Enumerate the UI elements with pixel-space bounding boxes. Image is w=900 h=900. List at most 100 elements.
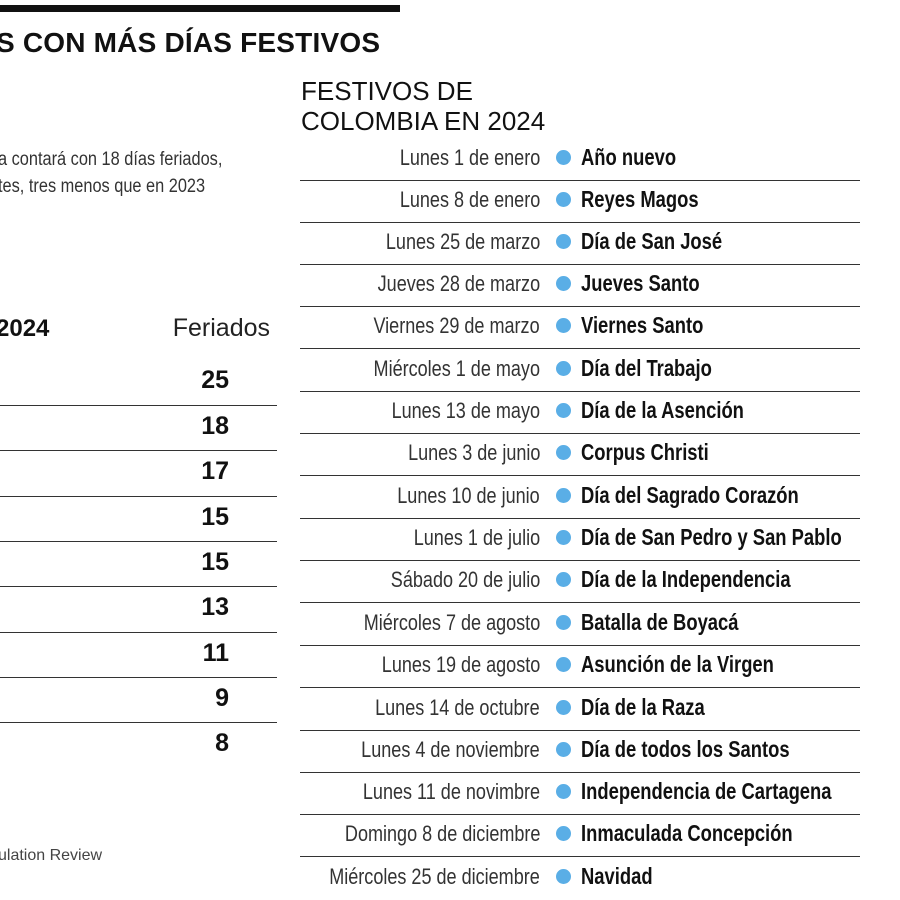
holiday-date: Domingo 8 de diciembre <box>344 821 540 846</box>
holiday-date: Lunes 1 de enero <box>399 145 540 170</box>
holiday-name: Día de San José <box>581 228 723 254</box>
holiday-date: Lunes 10 de junio <box>397 483 540 508</box>
holiday-date: Miércoles 1 de mayo <box>373 356 540 381</box>
bullet-dot-icon <box>556 742 571 757</box>
list-item: Lunes 3 de junio Corpus Christi <box>300 434 860 476</box>
list-item: Lunes 8 de enero Reyes Magos <box>300 181 860 223</box>
row-divider <box>300 517 860 519</box>
row-divider <box>300 601 860 603</box>
holiday-date: Lunes 11 de novimbre <box>362 779 540 804</box>
left-table-header-feriados: Feriados <box>172 314 270 342</box>
bullet-dot-icon <box>556 276 571 291</box>
holiday-name: Batalla de Boyacá <box>581 609 739 635</box>
feriados-value: 9 <box>215 684 229 712</box>
holiday-name: Viernes Santo <box>581 312 704 338</box>
holiday-name: Día de la Independencia <box>581 566 791 592</box>
row-divider <box>300 347 860 349</box>
source-note: ulation Review <box>0 847 103 864</box>
top-rule-bar <box>0 5 400 12</box>
row-divider <box>300 305 860 307</box>
bullet-dot-icon <box>556 488 571 503</box>
holiday-name: Corpus Christi <box>581 439 709 465</box>
holiday-name: Día de la Raza <box>581 694 705 720</box>
list-item: Lunes 14 de octubre Día de la Raza <box>300 689 860 731</box>
list-item: Lunes 13 de mayo Día de la Asención <box>300 392 860 434</box>
left-table-header-year: 2024 <box>0 315 50 342</box>
table-row: 11 <box>0 632 277 678</box>
holiday-date: Sábado 20 de julio <box>390 567 540 592</box>
list-item: Lunes 1 de enero Año nuevo <box>300 139 860 181</box>
row-divider <box>300 813 860 815</box>
list-item: Lunes 19 de agosto Asunción de la Virgen <box>300 646 860 688</box>
row-divider <box>300 263 860 265</box>
list-item: Miércoles 1 de mayo Día del Trabajo <box>300 350 860 392</box>
list-item: Viernes 29 de marzo Viernes Santo <box>300 307 860 349</box>
bullet-dot-icon <box>556 530 571 545</box>
row-divider <box>300 729 860 731</box>
list-item: Miércoles 25 de diciembre Navidad <box>300 858 860 900</box>
row-divider <box>300 221 860 223</box>
feriados-value: 25 <box>201 366 229 394</box>
holiday-date: Lunes 1 de julio <box>413 525 540 550</box>
bullet-dot-icon <box>556 318 571 333</box>
holiday-name: Día de todos los Santos <box>581 736 790 762</box>
bullet-dot-icon <box>556 615 571 630</box>
table-row: 25 <box>0 360 277 405</box>
list-item: Miércoles 7 de agosto Batalla de Boyacá <box>300 604 860 646</box>
list-item: Lunes 10 de junio Día del Sagrado Corazón <box>300 477 860 519</box>
bullet-dot-icon <box>556 784 571 799</box>
list-item: Lunes 4 de noviembre Día de todos los San… <box>300 731 860 773</box>
feriados-value: 18 <box>201 412 229 440</box>
bullet-dot-icon <box>556 657 571 672</box>
holiday-name: Independencia de Cartagena <box>581 778 832 804</box>
table-row: 17 <box>0 450 277 496</box>
bullet-dot-icon <box>556 826 571 841</box>
feriados-value: 13 <box>201 593 229 621</box>
subtitle-line: tes, tres menos que en 2023 <box>0 176 206 197</box>
holiday-date: Lunes 19 de agosto <box>381 652 540 677</box>
table-row: 8 <box>0 722 277 768</box>
feriados-value: 11 <box>202 639 229 667</box>
holiday-date: Lunes 8 de enero <box>399 187 540 212</box>
list-item: Domingo 8 de diciembre Inmaculada Concepc… <box>300 815 860 857</box>
bullet-dot-icon <box>556 700 571 715</box>
holiday-date: Lunes 4 de noviembre <box>361 737 540 762</box>
subtitle: a contará con 18 días feriados, tes, tre… <box>0 146 222 200</box>
holiday-name: Día de San Pedro y San Pablo <box>581 524 842 550</box>
holiday-name: Inmaculada Concepción <box>581 820 793 846</box>
holiday-date: Lunes 13 de mayo <box>391 398 540 423</box>
row-divider <box>300 390 860 392</box>
holiday-list-title-line: FESTIVOS DE <box>301 76 473 106</box>
holiday-date: Miércoles 25 de diciembre <box>329 864 540 889</box>
bullet-dot-icon <box>556 572 571 587</box>
page-title: S CON MÁS DÍAS FESTIVOS <box>0 27 381 58</box>
holiday-name: Día del Sagrado Corazón <box>581 482 799 508</box>
row-divider <box>300 559 860 561</box>
holiday-name: Año nuevo <box>581 144 677 170</box>
feriados-value: 17 <box>201 457 229 485</box>
holiday-date: Miércoles 7 de agosto <box>363 610 540 635</box>
row-divider <box>300 644 860 646</box>
holiday-list-title: FESTIVOS DE COLOMBIA EN 2024 <box>301 76 545 136</box>
list-item: Lunes 1 de julio Día de San Pedro y San P… <box>300 519 860 561</box>
holiday-name: Jueves Santo <box>581 270 700 296</box>
table-row: 15 <box>0 541 277 587</box>
holiday-date: Lunes 14 de octubre <box>375 695 540 720</box>
holiday-name: Asunción de la Virgen <box>581 651 774 677</box>
list-item: Jueves 28 de marzo Jueves Santo <box>300 265 860 307</box>
bullet-dot-icon <box>556 445 571 460</box>
row-divider <box>300 686 860 688</box>
subtitle-line: a contará con 18 días feriados, <box>0 149 223 170</box>
table-row: 18 <box>0 405 277 451</box>
holiday-name: Navidad <box>581 863 653 889</box>
feriados-value: 15 <box>201 548 229 576</box>
bullet-dot-icon <box>556 192 571 207</box>
feriados-value: 15 <box>201 503 229 531</box>
holiday-date: Viernes 29 de marzo <box>373 313 540 338</box>
row-divider <box>300 432 860 434</box>
table-row: 9 <box>0 677 277 723</box>
holiday-date: Lunes 25 de marzo <box>385 229 540 254</box>
table-row: 13 <box>0 586 277 632</box>
holiday-date: Jueves 28 de marzo <box>377 271 540 296</box>
bullet-dot-icon <box>556 234 571 249</box>
